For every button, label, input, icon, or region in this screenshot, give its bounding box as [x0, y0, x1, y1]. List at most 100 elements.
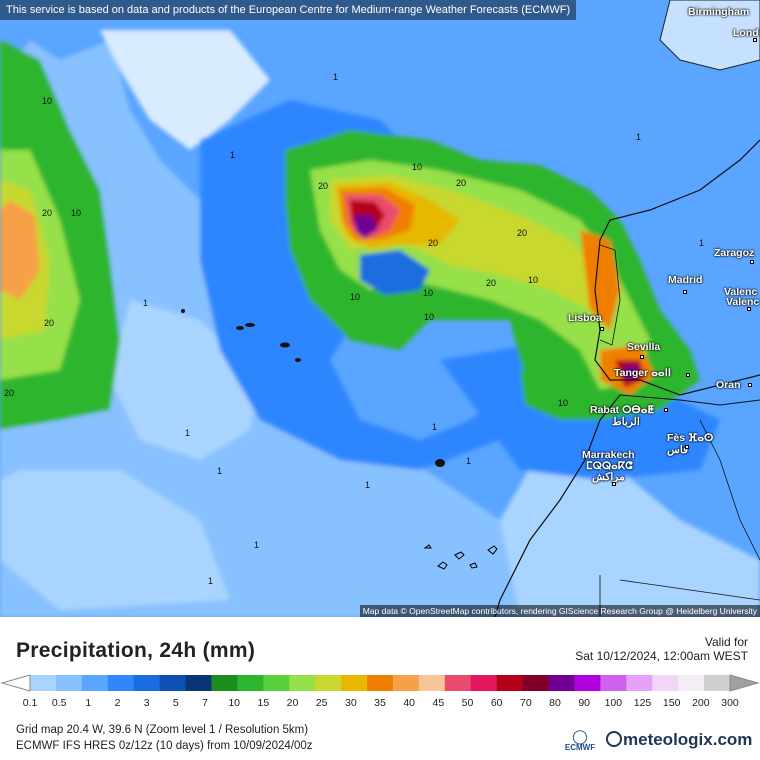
scale-tick-label: 25	[315, 697, 328, 709]
legend-swatch	[444, 675, 472, 691]
legend-swatch	[237, 675, 264, 691]
scale-tick-label: 150	[662, 697, 681, 709]
legend-swatch	[341, 675, 368, 691]
contour-label: 1	[699, 238, 705, 248]
contour-label: 20	[486, 278, 497, 288]
ecmwf-notice: This service is based on data and produc…	[0, 0, 577, 20]
scale-tick-label: 30	[344, 697, 357, 709]
meteologix-icon	[606, 731, 622, 747]
contour-label: 10	[423, 288, 434, 298]
contour-label: 1	[217, 466, 223, 476]
scale-tick-label: 2	[114, 697, 121, 709]
city-marker	[750, 260, 754, 264]
legend-swatch	[652, 675, 679, 691]
contour-label: 1	[230, 150, 236, 160]
scale-tick-label: 15	[257, 697, 270, 709]
city-label: فاس	[667, 444, 689, 456]
scale-tick-label: 10	[228, 697, 240, 709]
scale-tick-label: 40	[403, 697, 415, 709]
city-label: مراكش	[592, 471, 625, 483]
legend-swatch	[522, 675, 550, 691]
contour-label: 20	[428, 238, 439, 248]
city-label: Lond	[733, 27, 759, 39]
city-label: Zaragoz	[714, 247, 755, 259]
scale-right-arrow	[729, 674, 760, 692]
contour-label: 1	[365, 480, 371, 490]
valid-label: Valid for	[704, 635, 748, 649]
city-marker	[640, 355, 644, 359]
brand-name: meteologix.com	[623, 730, 753, 749]
city-marker	[612, 482, 616, 486]
ecmwf-logo[interactable]: ◯ ECMWF	[560, 729, 600, 759]
scale-tick-label: 90	[578, 697, 590, 709]
portugal-border	[599, 244, 621, 346]
legend-swatch	[678, 675, 705, 691]
legend-swatch	[574, 675, 601, 691]
city-label: Tanger ⴰⴰⵏⵏ	[614, 367, 671, 379]
scale-tick-label: 1	[85, 697, 92, 709]
azores-islands	[181, 309, 445, 467]
scale-ticks: 0.1 0.5 1 2 3 5 7 10 15 20 25 30 35 40 45 50 60 70 80 90 100…	[0, 697, 760, 711]
city-marker	[600, 327, 604, 331]
city-label: الرباط	[612, 416, 640, 428]
legend-swatch	[367, 675, 394, 691]
scale-tick-label: 70	[519, 697, 532, 709]
valid-time: Sat 10/12/2024, 12:00am WEST	[575, 649, 748, 663]
ecmwf-icon: ◯	[572, 728, 588, 744]
legend-swatch	[289, 675, 316, 691]
scale-tick-label: 125	[633, 697, 652, 709]
scale-tick-label: 45	[432, 697, 445, 709]
legend-swatch	[704, 675, 731, 691]
scale-tick-label: 35	[374, 697, 386, 709]
legend-swatch	[626, 675, 653, 691]
contour-label: 1	[333, 72, 339, 82]
scale-tick-label: 0.5	[51, 697, 67, 709]
contour-label: 1	[208, 576, 214, 586]
city-label: Madrid	[668, 274, 703, 286]
city-marker	[683, 290, 687, 294]
map-title: Precipitation, 24h (mm)	[16, 639, 256, 662]
legend-swatch	[30, 675, 57, 691]
legend-swatch	[470, 675, 498, 691]
legend-swatch	[185, 675, 212, 691]
city-label: Marrakech	[582, 449, 635, 461]
legend-swatch	[133, 675, 161, 691]
legend-swatch	[81, 675, 109, 691]
scale-tick-label: 50	[461, 697, 474, 709]
britain-landmass	[659, 0, 760, 71]
legend-swatch	[496, 675, 524, 691]
ecmwf-label: ECMWF	[564, 743, 596, 752]
scale-left-arrow	[0, 674, 31, 692]
precip-field	[0, 30, 760, 617]
contour-label: 10	[424, 312, 435, 322]
city-label: ⵎⵕⵕⴰⴽⵛ	[586, 460, 633, 472]
contour-label: 1	[143, 298, 149, 308]
city-marker	[753, 38, 757, 42]
legend-swatch	[418, 675, 446, 691]
color-scale-bar	[0, 674, 760, 692]
scale-tick-label: 80	[549, 697, 561, 709]
legend-swatch	[159, 675, 187, 691]
africa-coastline	[494, 394, 621, 617]
city-label: Birmingham	[688, 6, 750, 18]
city-label: Valenc	[726, 296, 760, 308]
legend-swatch	[107, 675, 135, 691]
precipitation-map[interactable]: This service is based on data and produc…	[0, 0, 760, 617]
legend-swatches	[30, 675, 731, 691]
city-marker	[747, 307, 751, 311]
contour-label: 1	[185, 428, 191, 438]
city-label: Fès ⴼⴰⵙ	[667, 432, 714, 444]
legend-swatch	[315, 675, 342, 691]
scale-tick-label: 200	[692, 697, 710, 709]
scale-tick-label: 3	[143, 697, 150, 709]
map-attribution: Map data © OpenStreetMap contributors, r…	[359, 605, 760, 617]
meteologix-logo[interactable]: meteologix.com	[606, 730, 752, 750]
city-label: Rabat ⵔⴱⴰⵟ	[590, 404, 655, 416]
scale-tick-label: 7	[202, 697, 208, 709]
algeria-border	[699, 419, 760, 561]
contour-label: 1	[254, 540, 260, 550]
scale-tick-label: 100	[604, 697, 623, 709]
scale-tick-label: 20	[286, 697, 299, 709]
contour-label: 20	[4, 388, 15, 398]
contour-label: 20	[318, 181, 329, 191]
